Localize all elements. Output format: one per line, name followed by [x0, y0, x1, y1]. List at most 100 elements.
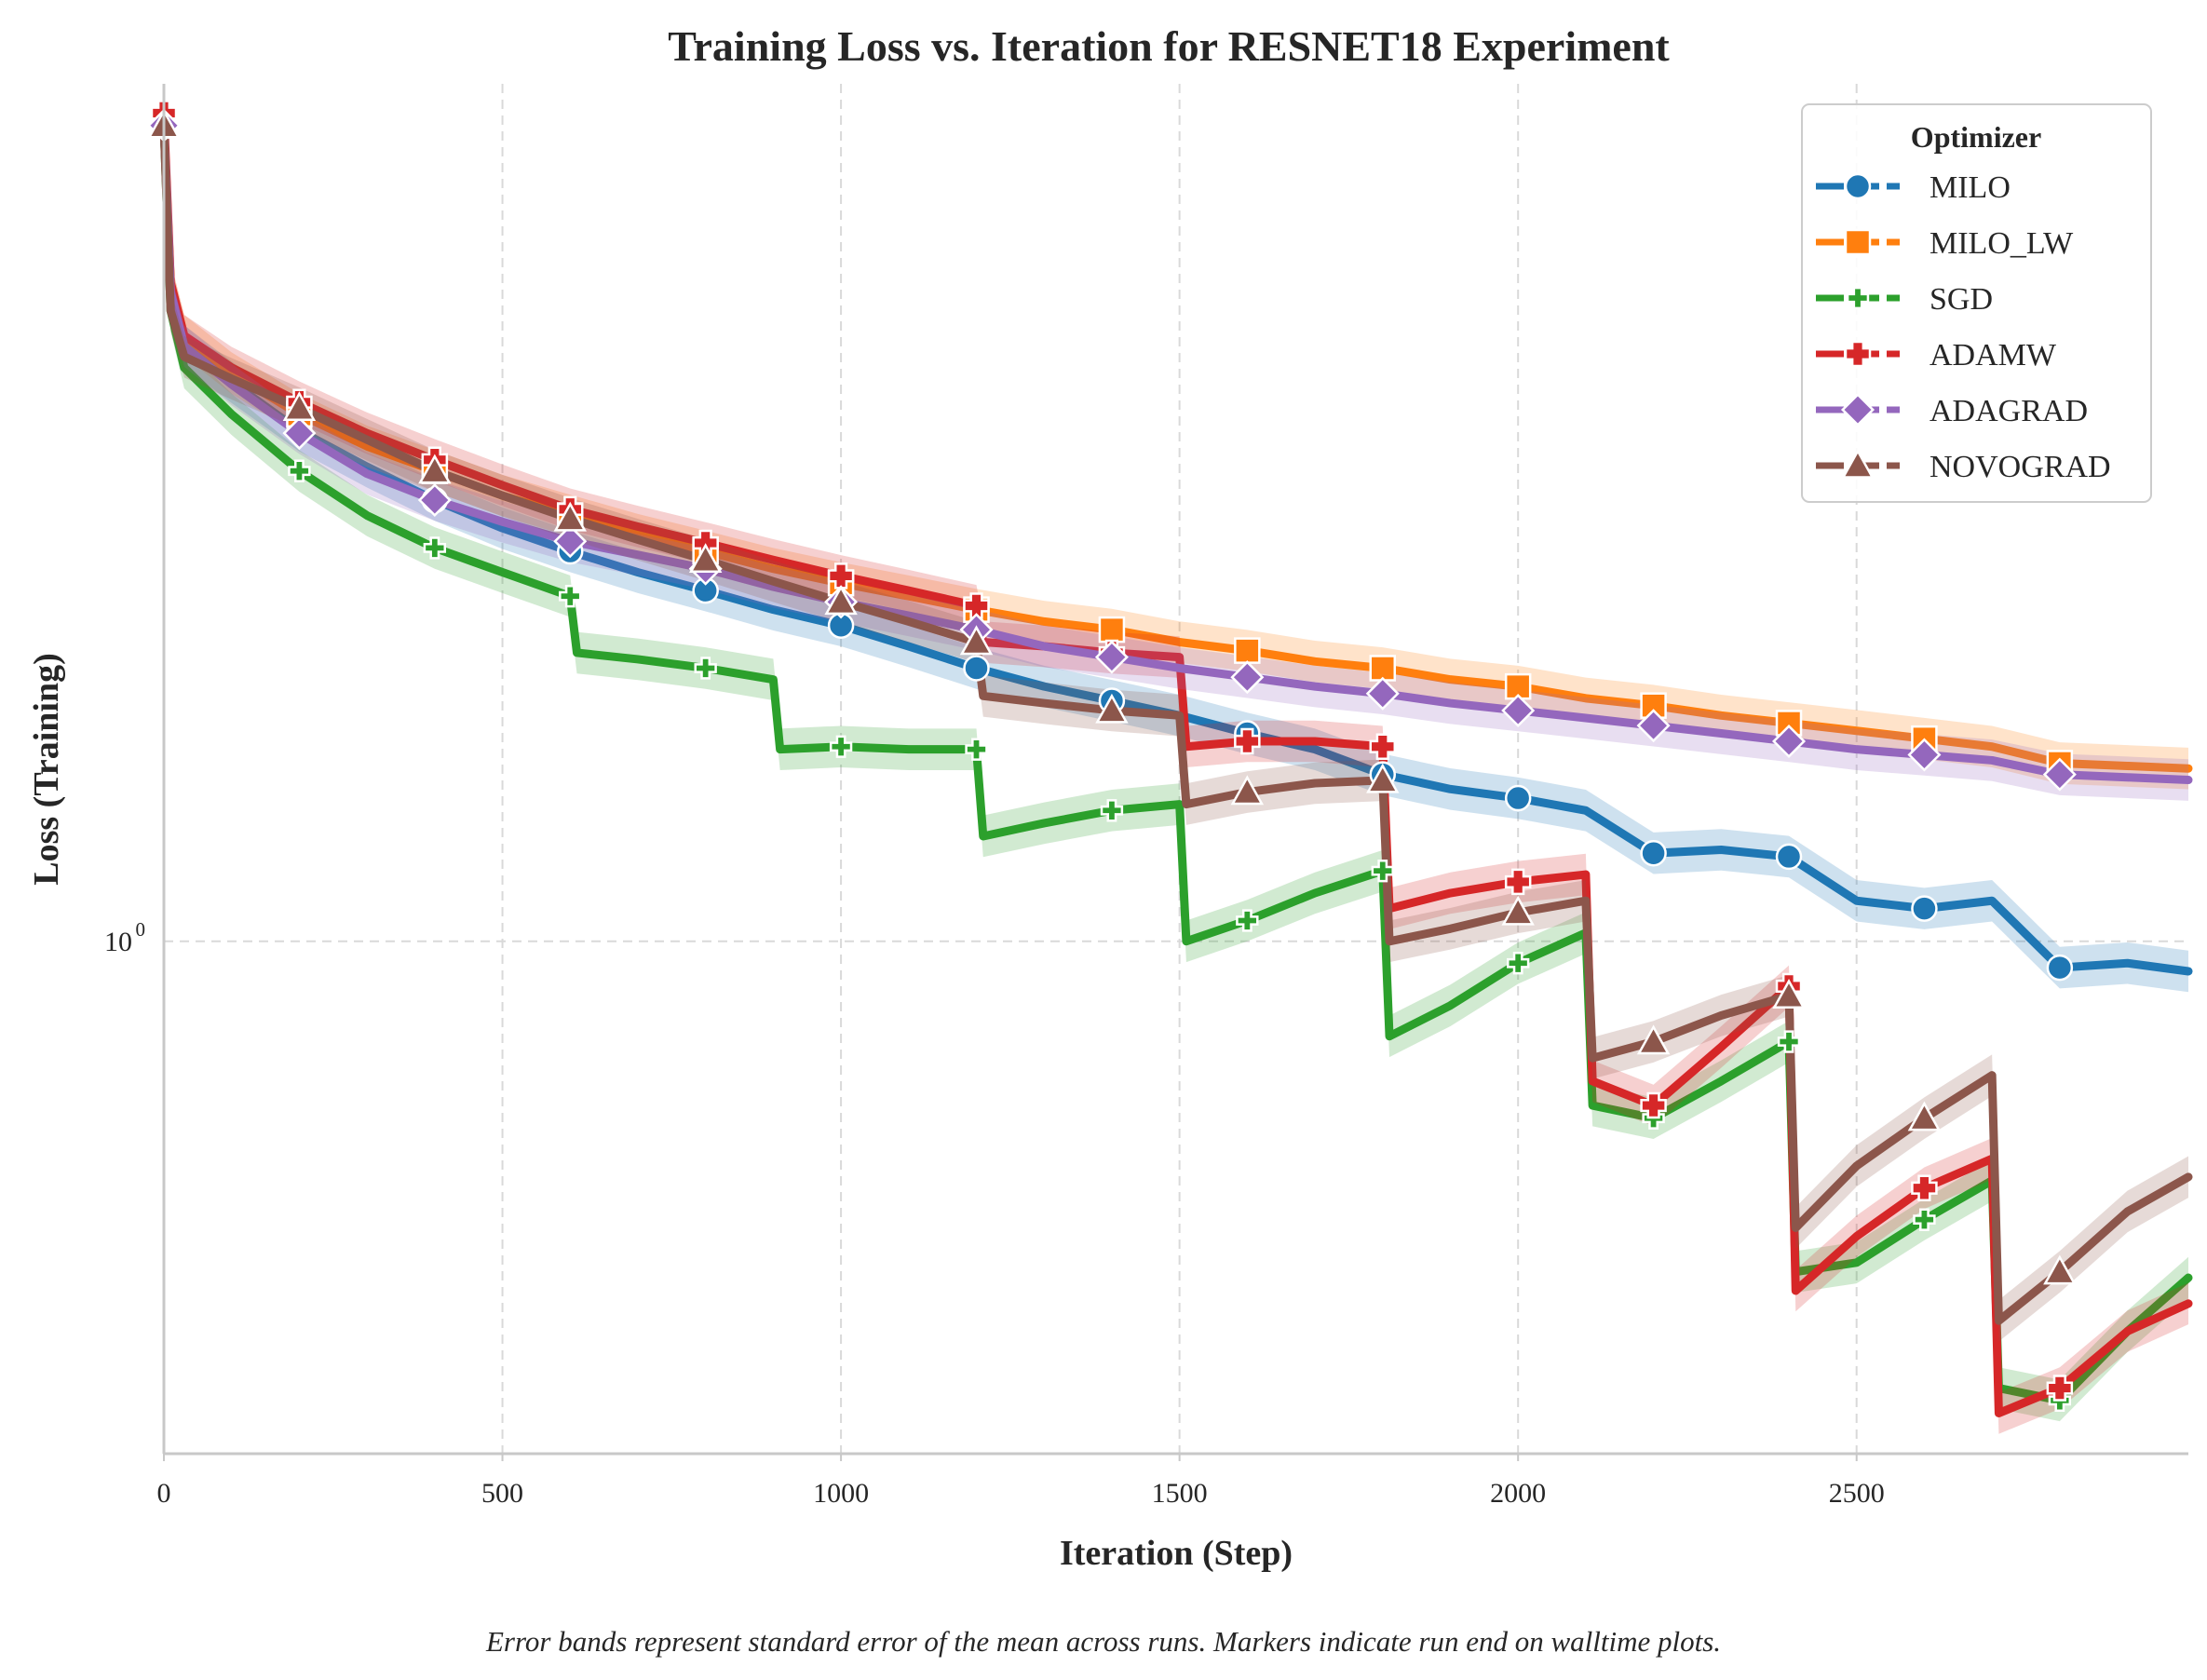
series-adamw — [159, 92, 2193, 1434]
marker-novograd — [824, 585, 858, 616]
legend-marker-milo-lw — [1844, 228, 1872, 256]
marker-adagrad — [2042, 757, 2077, 792]
marker-milo — [963, 655, 990, 682]
marker-adamw — [2046, 1375, 2074, 1402]
legend-title: Optimizer — [1911, 120, 2041, 154]
legend-marker-adamw — [1844, 340, 1872, 368]
chart-caption: Error bands represent standard error of … — [485, 1625, 1721, 1658]
marker-novograd — [1636, 1024, 1671, 1055]
marker-milo-lw — [1098, 616, 1126, 644]
x-tick-label: 2500 — [1829, 1478, 1885, 1509]
marker-novograd — [553, 501, 587, 532]
legend: Optimizer MILO MILO_LW SGD ADAMW ADAGRAD NOVO… — [1801, 103, 2152, 503]
marker-milo — [1911, 895, 1938, 922]
y-tick-label-exponent: 0 — [136, 918, 146, 941]
legend-items: MILO MILO_LW SGD ADAMW ADAGRAD NOVOGRAD — [1816, 170, 2111, 484]
error-band-adagrad — [164, 104, 2188, 801]
marker-adagrad — [1771, 724, 1807, 759]
marker-adagrad — [1230, 660, 1265, 695]
marker-novograd — [1366, 763, 1400, 793]
legend-label-milo-lw: MILO_LW — [1929, 226, 2074, 261]
marker-novograd — [418, 454, 452, 484]
marker-milo — [1775, 843, 1803, 871]
legend-label-novograd: NOVOGRAD — [1929, 450, 2111, 484]
legend-marker-sgd — [1846, 286, 1870, 310]
y-tick-label: 10 — [104, 927, 132, 957]
marker-adagrad — [1636, 709, 1671, 743]
legend-item-sgd: SGD — [1816, 282, 1993, 317]
chart-title: Training Loss vs. Iteration for RESNET18… — [668, 22, 1670, 70]
marker-sgd — [965, 738, 988, 761]
marker-novograd — [1501, 895, 1535, 926]
marker-adagrad — [1501, 693, 1536, 727]
series-line-adamw — [159, 109, 2193, 1417]
x-tick-label: 500 — [481, 1478, 523, 1509]
marker-layer — [146, 100, 2077, 1412]
marker-sgd — [1100, 799, 1124, 822]
marker-novograd — [2043, 1254, 2077, 1285]
marker-novograd — [1095, 693, 1129, 724]
series-line-novograd — [159, 121, 2193, 1325]
x-tick-label: 1500 — [1152, 1478, 1208, 1509]
marker-adamw — [1369, 733, 1397, 761]
markers-novograd — [147, 108, 2077, 1285]
marker-adagrad — [553, 524, 588, 559]
legend-item-milo-lw: MILO_LW — [1816, 226, 2074, 261]
legend-item-novograd: NOVOGRAD — [1816, 448, 2111, 484]
marker-sgd — [1777, 1030, 1801, 1053]
legend-label-adagrad: ADAGRAD — [1929, 394, 2088, 428]
marker-adagrad — [1907, 738, 1942, 772]
legend-item-adamw: ADAMW — [1816, 338, 2057, 373]
legend-label-sgd: SGD — [1929, 282, 1993, 317]
legend-marker-novograd — [1841, 448, 1875, 479]
marker-adamw — [1640, 1091, 1667, 1119]
marker-sgd — [829, 735, 853, 758]
error-band-adamw — [164, 92, 2188, 1434]
marker-adamw — [1504, 868, 1532, 896]
marker-novograd — [1772, 979, 1806, 1009]
x-axis-label: Iteration (Step) — [1060, 1534, 1293, 1573]
x-tick-label: 2000 — [1490, 1478, 1546, 1509]
marker-sgd — [694, 657, 717, 680]
legend-label-adamw: ADAMW — [1929, 338, 2057, 373]
marker-adagrad — [1365, 676, 1400, 711]
marker-adamw — [1234, 727, 1261, 755]
marker-novograd — [1907, 1101, 1942, 1131]
marker-sgd — [423, 536, 447, 560]
marker-novograd — [282, 391, 317, 422]
legend-marker-milo — [1844, 172, 1872, 200]
marker-adamw — [1911, 1174, 1938, 1202]
series-layer — [159, 92, 2193, 1434]
y-axis-label: Loss (Training) — [27, 653, 66, 886]
marker-milo — [1504, 784, 1532, 812]
legend-marker-adagrad — [1840, 392, 1875, 427]
marker-novograd — [959, 625, 994, 656]
series-novograd — [159, 104, 2193, 1342]
marker-sgd — [559, 585, 582, 608]
marker-adagrad — [417, 482, 452, 518]
marker-sgd — [1913, 1208, 1936, 1231]
marker-adamw — [963, 592, 990, 619]
error-band-sgd — [164, 104, 2188, 1422]
legend-frame — [1801, 103, 2152, 503]
marker-milo — [2046, 954, 2074, 982]
marker-milo-lw — [1369, 655, 1397, 682]
marker-milo-lw — [1234, 637, 1261, 664]
legend-item-milo: MILO — [1816, 170, 2011, 205]
marker-adagrad — [282, 416, 317, 451]
marker-sgd — [1236, 909, 1259, 932]
marker-sgd — [1371, 859, 1394, 883]
error-band-milo-lw — [164, 104, 2188, 790]
marker-novograd — [1230, 775, 1265, 806]
markers-sgd — [152, 114, 2072, 1412]
legend-item-adagrad: ADAGRAD — [1816, 392, 2088, 428]
marker-sgd — [1507, 952, 1530, 975]
marker-adamw — [827, 562, 855, 589]
legend-label-milo: MILO — [1929, 170, 2011, 205]
marker-adagrad — [1094, 640, 1129, 674]
x-tick-label: 0 — [157, 1478, 171, 1509]
marker-sgd — [288, 459, 311, 482]
x-tick-label: 1000 — [813, 1478, 869, 1509]
